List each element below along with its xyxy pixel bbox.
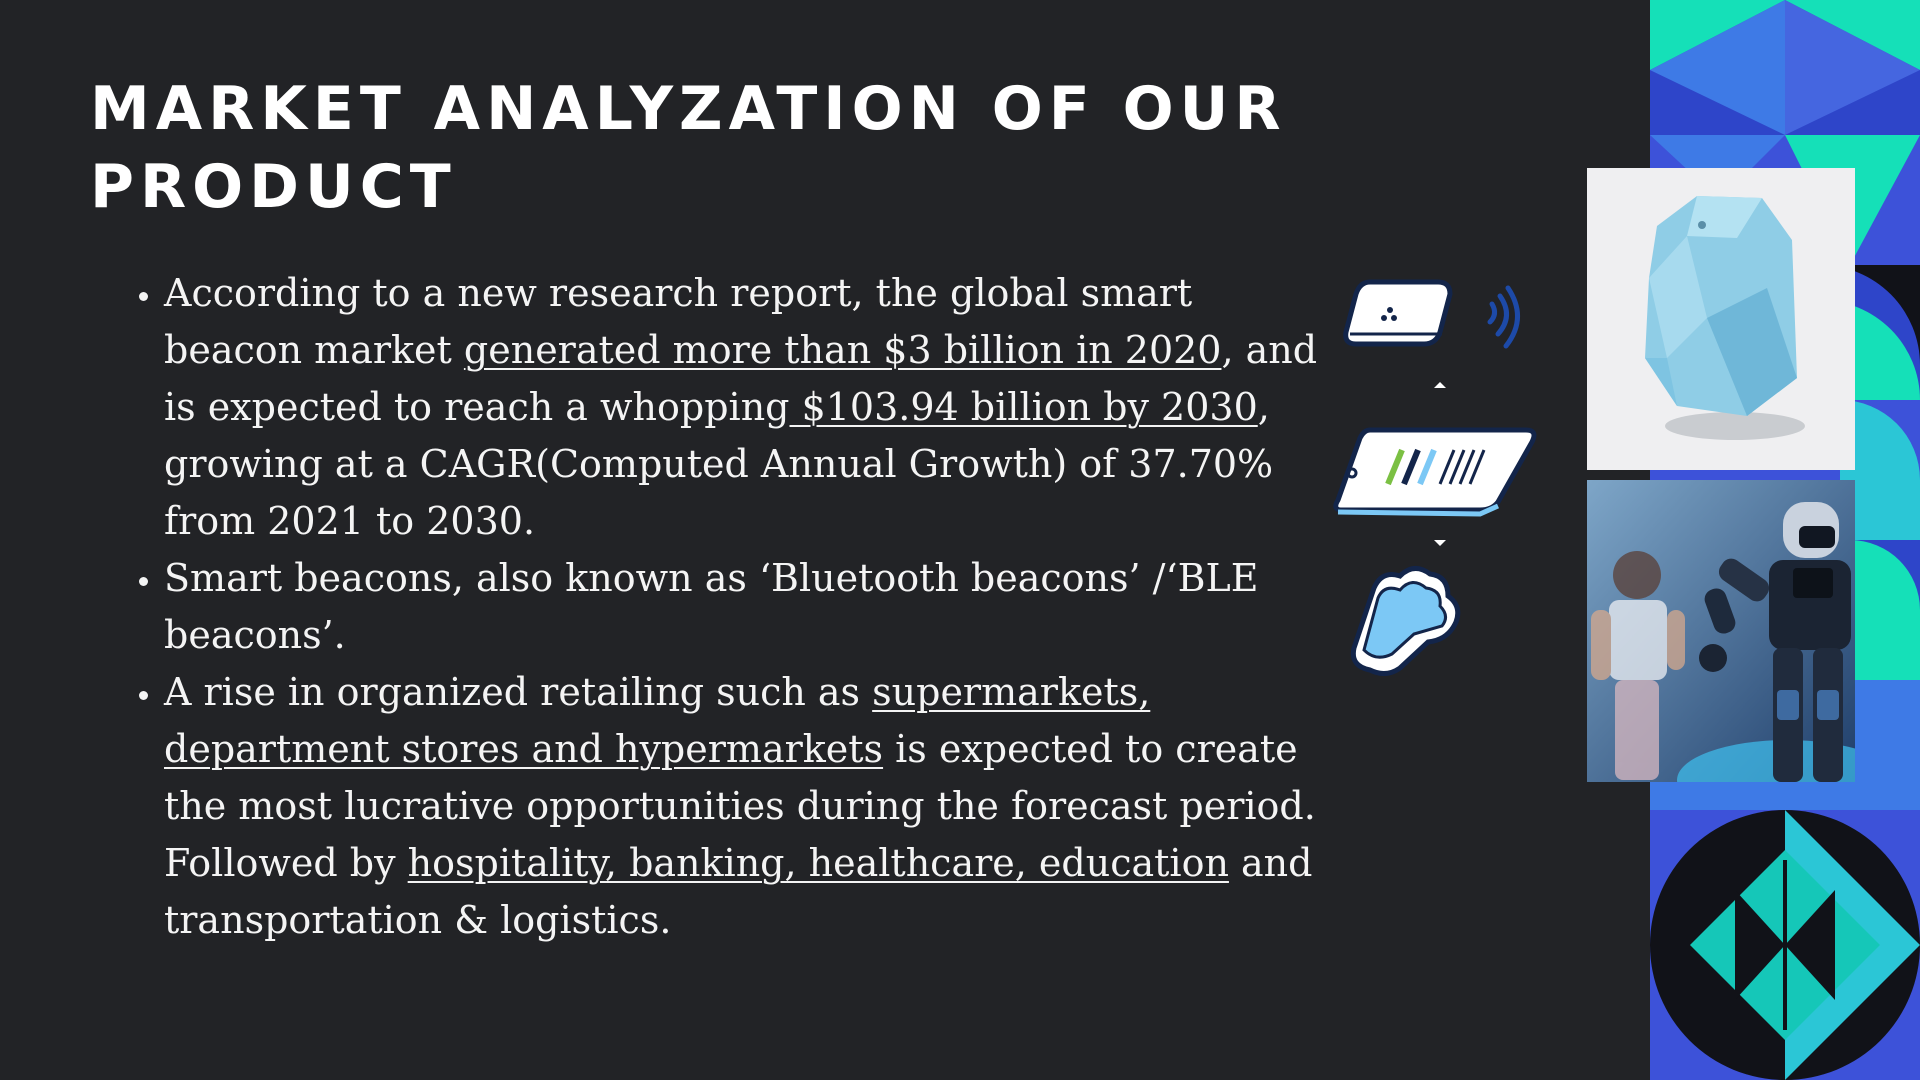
wireless-signal-icon: [1487, 285, 1520, 349]
beacon-device-icon: [1343, 279, 1453, 347]
bullet-item-opportunities: A rise in organized retailing such as su…: [164, 664, 1334, 949]
bullet-text: According to a new research report, the …: [164, 271, 1193, 372]
robot-scene-image: [1587, 480, 1855, 782]
bullet-text: Smart beacons, also known as ‘Bluetooth …: [164, 556, 1259, 657]
underlined-phrase: generated more than $3 billion in 2020: [463, 328, 1222, 372]
bullet-text: , and is expected to reach a whopping: [164, 328, 1318, 429]
beacon-illustration: [1333, 279, 1537, 676]
beacon-stone-image: [1645, 196, 1805, 440]
tablet-barcode-icon: [1333, 427, 1537, 517]
bullet-text: , growing at a CAGR(Computed Annual Grow…: [164, 385, 1274, 543]
underlined-phrase: hospitality, banking, healthcare, educat…: [407, 841, 1229, 885]
bullet-list: According to a new research report, the …: [130, 265, 1334, 949]
bullet-item-market-size: According to a new research report, the …: [164, 265, 1334, 550]
cloud-icon: [1350, 566, 1461, 676]
underlined-phrase: $103.94 billion by 2030: [789, 385, 1258, 429]
slide-title: MARKET ANALYZATION OF OUR PRODUCT: [90, 74, 1287, 222]
underlined-phrase: supermarkets, department stores and hype…: [164, 670, 1151, 771]
bullet-item-definition: Smart beacons, also known as ‘Bluetooth …: [164, 550, 1334, 664]
smart-beacon-photo: [1587, 168, 1855, 470]
child-and-robot-photo: [1587, 480, 1855, 782]
bullet-text: is expected to create the most lucrative…: [164, 727, 1316, 885]
bullet-text: A rise in organized retailing such as: [164, 670, 873, 714]
bullet-text: and transportation & logistics.: [164, 841, 1313, 942]
